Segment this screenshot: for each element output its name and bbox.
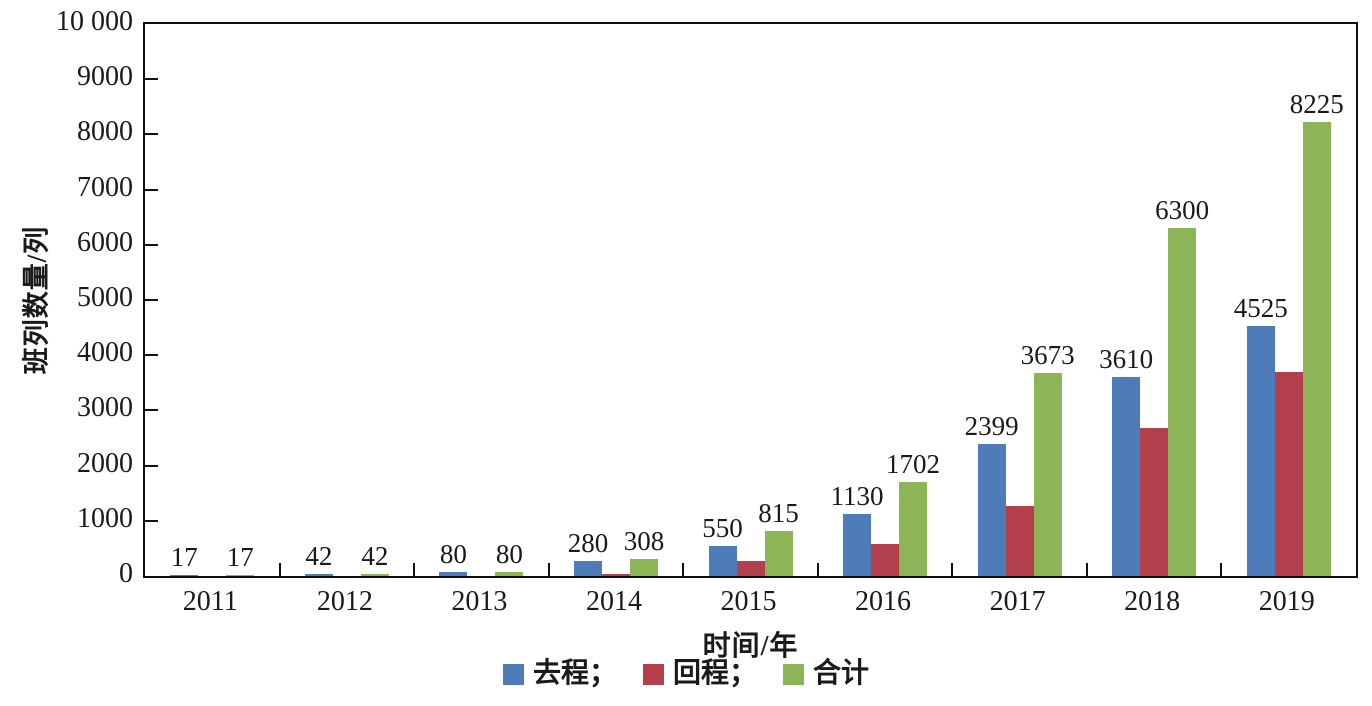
y-tick-mark (145, 188, 158, 191)
y-tick-label: 5000 (77, 282, 133, 313)
x-tick-mark (951, 563, 954, 576)
legend-swatch (783, 663, 804, 685)
y-tick-label: 4000 (77, 337, 133, 369)
bar-total (629, 559, 658, 576)
legend-swatch (502, 663, 524, 685)
x-tick-label: 2019 (1258, 586, 1315, 617)
legend: 去程； 回程； 合计 (0, 660, 1372, 688)
legend-label: 去程； (532, 658, 617, 689)
y-tick-mark (145, 133, 158, 136)
x-tick-mark (1085, 563, 1088, 576)
bar-value-label-total: 17 (226, 542, 254, 572)
bar-value-label-total: 1702 (886, 449, 941, 479)
x-tick-mark (278, 563, 281, 576)
x-tick-mark (413, 563, 416, 576)
y-tick-mark (145, 519, 158, 522)
x-tick-label: 2014 (585, 586, 642, 617)
bar-total (360, 574, 389, 576)
bar-value-label-outbound: 550 (702, 513, 743, 543)
y-tick-label: 8000 (77, 116, 133, 148)
bar-outbound (304, 574, 333, 576)
y-tick-label: 10 000 (56, 6, 133, 37)
x-tick-label: 2015 (720, 586, 777, 617)
legend-item: 合计 (783, 660, 869, 688)
x-tick-label: 2012 (316, 586, 373, 617)
y-tick-mark (145, 299, 158, 301)
y-tick-mark (145, 354, 158, 357)
x-tick-label: 2016 (855, 586, 912, 617)
y-tick-mark (145, 243, 158, 246)
y-tick-label: 1000 (77, 502, 133, 534)
bar-value-label-total: 80 (495, 539, 523, 569)
x-tick-mark (816, 563, 819, 576)
bar-value-label-outbound: 1130 (830, 481, 884, 511)
bar-value-label-outbound: 2399 (964, 411, 1019, 441)
legend-label: 合计 (813, 658, 870, 689)
plot-area: 17 17 42 42 80 80 280 308 550 815 1130 1702 2399 3673… (143, 22, 1358, 578)
y-tick-label: 3000 (77, 392, 133, 424)
legend-swatch (642, 663, 664, 685)
bar-value-label-total: 3673 (1020, 340, 1075, 370)
x-axis-title: 时间/年 (702, 631, 799, 662)
bar-value-label-outbound: 3610 (1099, 344, 1154, 374)
bar-return (1140, 428, 1169, 576)
bar-total (1302, 122, 1331, 576)
bar-value-label-outbound: 4525 (1233, 293, 1288, 323)
bar-value-label-total: 815 (758, 498, 799, 528)
legend-item: 回程； (642, 658, 757, 689)
bar-value-label-total: 308 (623, 526, 665, 556)
bar-value-label-outbound: 42 (305, 541, 333, 571)
x-tick-label: 2017 (989, 586, 1046, 617)
bar-return (871, 544, 900, 576)
x-tick-label: 2011 (182, 586, 238, 617)
y-tick-mark (145, 78, 158, 81)
bar-total (1033, 373, 1062, 576)
bar-outbound (708, 546, 737, 576)
x-tick-label: 2013 (451, 586, 508, 617)
bar-total (1168, 228, 1197, 576)
bar-total (899, 482, 928, 576)
bar-outbound (1112, 377, 1141, 576)
bar-value-label-total: 6300 (1155, 195, 1210, 225)
bar-outbound (977, 444, 1006, 576)
y-tick-label: 2000 (77, 447, 133, 479)
x-tick-mark (547, 563, 550, 576)
bar-value-label-total: 8225 (1289, 89, 1344, 119)
bar-return (1274, 372, 1303, 576)
y-tick-label: 7000 (77, 171, 133, 203)
bar-total (495, 572, 524, 576)
legend-label: 回程； (672, 658, 757, 689)
bar-outbound (439, 572, 468, 576)
bar-outbound (1246, 326, 1275, 576)
y-tick-mark (145, 409, 158, 412)
bar-outbound (573, 561, 602, 576)
y-tick-label: 0 (119, 558, 133, 589)
x-tick-label: 2018 (1124, 586, 1181, 617)
x-tick-mark (1220, 563, 1223, 576)
bar-value-label-outbound: 80 (439, 539, 467, 569)
bar-return (736, 561, 765, 576)
y-tick-label: 6000 (77, 226, 133, 258)
bar-value-label-outbound: 17 (170, 542, 198, 572)
bar-total (764, 531, 793, 576)
y-tick-mark (145, 464, 158, 467)
bar-value-label-outbound: 280 (567, 528, 609, 558)
bar-value-label-total: 42 (361, 541, 389, 571)
bar-return (601, 574, 630, 576)
bar-total (226, 575, 255, 576)
y-tick-label: 9000 (77, 61, 133, 93)
bar-outbound (843, 514, 872, 576)
bar-return (1005, 506, 1034, 576)
bar-outbound (170, 575, 199, 576)
legend-item: 去程； (502, 658, 617, 689)
x-tick-mark (682, 563, 685, 576)
